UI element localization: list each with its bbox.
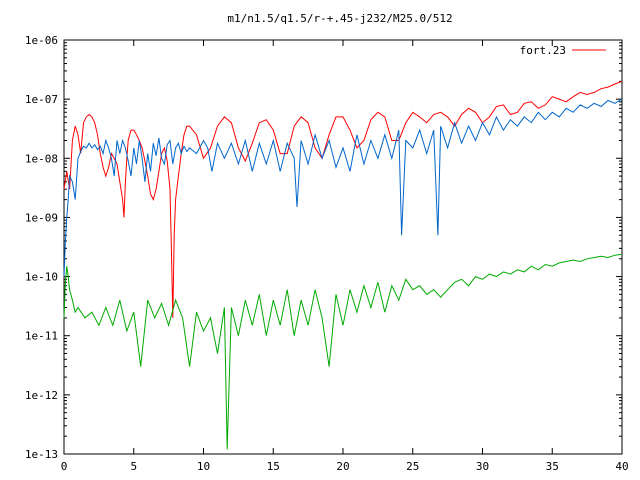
x-tick-label: 15 <box>267 460 280 473</box>
series-layer <box>63 80 623 450</box>
x-tick-label: 30 <box>476 460 489 473</box>
x-tick-label: 35 <box>546 460 559 473</box>
y-tick-label: 1e-12 <box>25 389 58 402</box>
y-tick-label: 1e-13 <box>25 448 58 461</box>
y-tick-label: 1e-08 <box>25 152 58 165</box>
series-line-0 <box>63 80 623 318</box>
x-axis: 0 5 10 15 20 25 30 35 40 <box>61 40 629 473</box>
y-tick-label: 1e-10 <box>25 271 58 284</box>
plot-border <box>63 39 623 455</box>
series-line-1 <box>63 98 623 277</box>
y-tick-label: 1e-07 <box>25 93 58 106</box>
y-tick-label: 1e-11 <box>25 330 58 343</box>
x-tick-label: 25 <box>406 460 419 473</box>
chart-title: m1/n1.5/q1.5/r-+.45-j232/M25.0/512 <box>227 12 452 25</box>
x-tick-label: 20 <box>336 460 349 473</box>
y-tick-label: 1e-06 <box>25 34 58 47</box>
y-axis: 1e-13 1e-12 1e-11 1e-10 1e-09 1e-08 1e-07 1e-06 <box>25 34 622 461</box>
x-tick-label: 40 <box>615 460 628 473</box>
y-tick-label: 1e-09 <box>25 211 58 224</box>
series-line-2 <box>63 253 623 450</box>
x-tick-label: 5 <box>130 460 137 473</box>
x-tick-label: 10 <box>197 460 210 473</box>
plot-frame <box>63 39 623 455</box>
legend: fort.23 <box>520 44 606 57</box>
legend-label: fort.23 <box>520 44 566 57</box>
x-tick-label: 0 <box>61 460 68 473</box>
